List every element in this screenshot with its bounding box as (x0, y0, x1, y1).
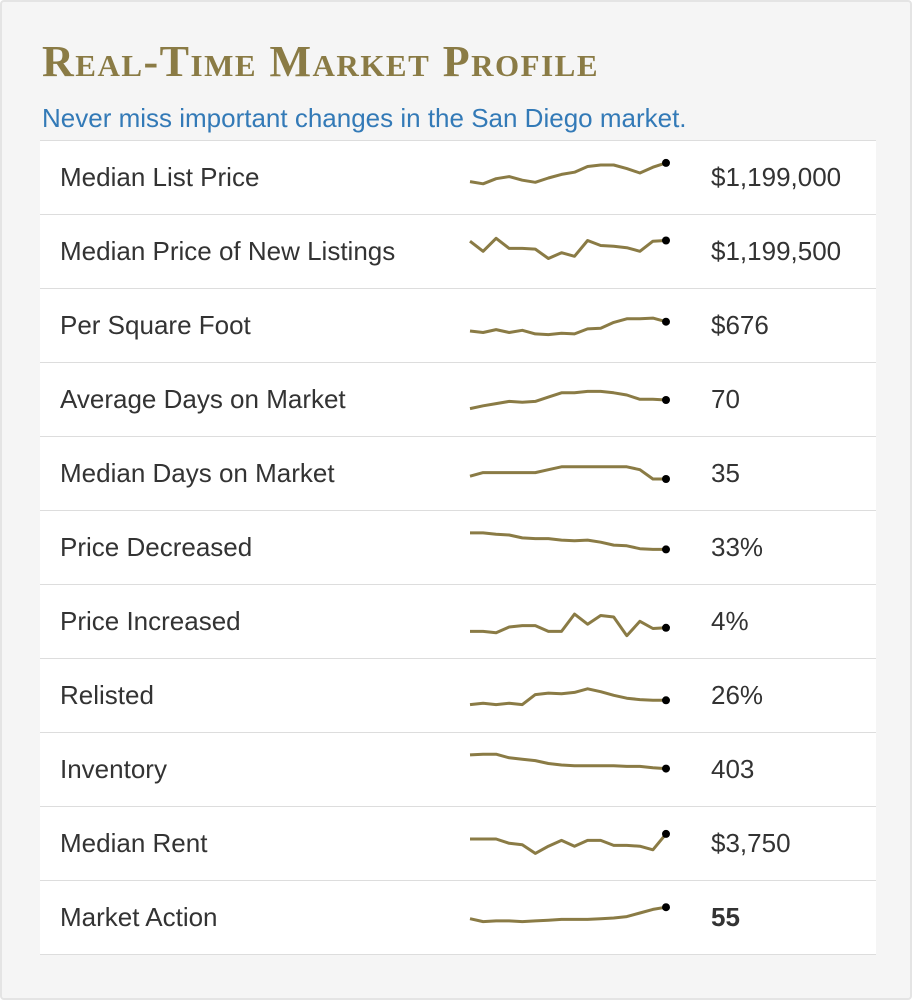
sparkline-endpoint-dot (662, 903, 670, 912)
sparkline-chart (469, 687, 670, 707)
sparkline-endpoint-dot (662, 236, 670, 245)
metric-label: Price Increased (60, 606, 241, 636)
sparkline-endpoint-dot (662, 396, 670, 404)
sparkline-endpoint-dot (662, 545, 670, 554)
sparkline-endpoint-dot (662, 829, 670, 838)
metric-label: Price Decreased (60, 532, 253, 562)
sparkline-endpoint-dot (662, 317, 670, 326)
metric-label: Median List Price (60, 162, 260, 192)
metric-value: 33% (711, 532, 764, 562)
metric-label: Inventory (60, 754, 167, 784)
metric-value: $1,199,500 (711, 236, 842, 266)
metric-row-median-rent: Median Rent $3,750 (40, 807, 876, 881)
metric-row-price-decreased: Price Decreased 33% (40, 511, 876, 585)
metric-row-median-days-on-market: Median Days on Market 35 (40, 437, 876, 511)
metric-label: Per Square Foot (60, 310, 251, 340)
sparkline-trend (470, 612, 667, 638)
metric-value: 70 (711, 384, 740, 414)
sparkline-trend (469, 465, 666, 481)
sparkline-chart (469, 158, 670, 186)
metric-row-inventory: Inventory 403 (40, 733, 876, 807)
metric-row-price-increased: Price Increased 4% (40, 585, 876, 659)
sparkline-chart (469, 752, 670, 773)
sparkline-trend (469, 316, 667, 337)
sparkline-chart (470, 531, 670, 554)
sparkline-trend (469, 161, 667, 186)
sparkline-endpoint-dot (662, 475, 670, 483)
metric-value: 403 (711, 754, 755, 784)
sparkline-chart (469, 316, 670, 337)
sparkline-trend (470, 832, 668, 855)
sparkline-chart (469, 389, 670, 411)
page-subtitle: Never miss important changes in the San … (42, 103, 687, 133)
metric-row-average-days-on-market: Average Days on Market 70 (40, 363, 876, 437)
metric-label: Median Days on Market (60, 458, 335, 488)
sparkline-chart (470, 612, 670, 638)
sparkline-endpoint-dot (662, 158, 670, 167)
metric-row-median-price-of-new-listings: Median Price of New Listings $1,199,500 (40, 215, 876, 289)
sparkline-chart (470, 829, 670, 855)
sparkline-trend (469, 752, 667, 771)
metrics-table: Median List Price $1,199,000 Median Price … (40, 140, 876, 955)
metric-label: Average Days on Market (60, 384, 346, 414)
sparkline-endpoint-dot (662, 764, 670, 773)
metric-value: 4% (711, 606, 749, 636)
metric-row-relisted: Relisted 26% (40, 659, 876, 733)
sparkline-trend (469, 236, 667, 260)
metric-label: Relisted (60, 680, 154, 710)
metric-label: Median Rent (60, 828, 208, 858)
metric-value: 26% (711, 680, 764, 710)
metric-label: Median Price of New Listings (60, 236, 396, 266)
sparkline-endpoint-dot (662, 696, 670, 705)
sparkline-chart (469, 903, 670, 924)
page-title: Real-Time Market Profile (42, 37, 600, 86)
sparkline-endpoint-dot (662, 623, 670, 632)
sparkline-trend (470, 531, 666, 551)
sparkline-trend (469, 905, 667, 924)
sparkline-chart (469, 465, 670, 483)
metric-label: Market Action (60, 902, 218, 932)
metric-value: 35 (711, 458, 740, 488)
metric-value: $1,199,000 (711, 162, 842, 192)
metric-value: 55 (711, 902, 740, 932)
sparkline-chart (469, 236, 670, 260)
sparkline-trend (469, 389, 667, 411)
metric-row-market-action: Market Action 55 (40, 881, 876, 955)
metric-value: $3,750 (711, 828, 791, 858)
metric-row-median-list-price: Median List Price $1,199,000 (40, 141, 876, 215)
metric-row-per-square-foot: Per Square Foot $676 (40, 289, 876, 363)
sparkline-trend (469, 687, 666, 707)
metric-value: $676 (711, 310, 769, 340)
